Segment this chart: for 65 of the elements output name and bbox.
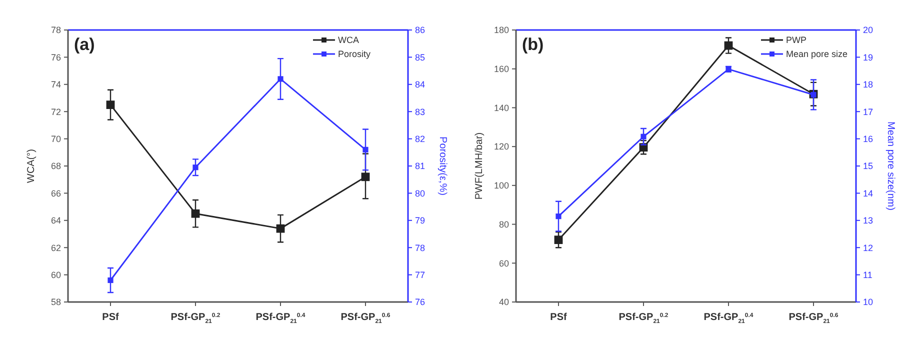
y2-tick-label: 20 <box>863 25 874 36</box>
legend-label: PWP <box>786 35 807 46</box>
y2-tick-label: 79 <box>415 216 426 226</box>
y-tick-label: 160 <box>494 64 509 74</box>
annotation: (b) <box>522 35 544 54</box>
y2-axis-title: Porosity(ε,%) <box>437 136 448 196</box>
y2-tick-label: 84 <box>415 80 426 90</box>
point <box>191 209 200 218</box>
y2-tick-label: 81 <box>415 161 426 172</box>
y2-tick-label: 10 <box>863 297 874 308</box>
point <box>640 134 646 140</box>
y2-tick-label: 15 <box>863 161 874 172</box>
y-tick-label: 120 <box>494 142 509 152</box>
y2-tick-label: 18 <box>863 80 874 90</box>
y2-tick-label: 19 <box>863 52 874 62</box>
point <box>554 236 563 244</box>
y2-tick-label: 16 <box>863 134 874 144</box>
point <box>556 214 562 220</box>
legend-label: WCA <box>338 35 359 46</box>
y-tick-label: 100 <box>494 180 509 191</box>
point <box>106 100 115 109</box>
y-axis-title: WCA(°) <box>26 149 37 183</box>
x-tick-label: PSf <box>550 312 568 323</box>
y2-tick-label: 17 <box>863 106 874 117</box>
point <box>724 41 733 50</box>
point <box>361 172 370 182</box>
y2-tick-label: 78 <box>415 242 426 253</box>
legend-label: Mean pore size <box>786 49 848 60</box>
y-tick-label: 80 <box>498 219 509 230</box>
y-tick-label: 68 <box>50 161 61 172</box>
y-tick-label: 64 <box>50 216 61 226</box>
y2-tick-label: 77 <box>415 270 426 280</box>
point <box>362 146 368 152</box>
point <box>192 164 198 170</box>
y2-tick-label: 85 <box>415 52 426 62</box>
point <box>276 224 285 233</box>
y-tick-label: 78 <box>50 25 61 36</box>
y2-tick-label: 11 <box>863 270 872 280</box>
legend-label: Porosity <box>338 49 372 60</box>
y2-axis-title: Mean pore size(nm) <box>885 122 896 210</box>
y-tick-label: 60 <box>498 258 509 268</box>
y-tick-label: 40 <box>498 297 509 308</box>
point <box>108 277 114 284</box>
y-tick-label: 60 <box>50 270 61 280</box>
x-tick-label: PSf <box>102 312 120 323</box>
y2-tick-label: 83 <box>415 106 426 117</box>
y-tick-label: 74 <box>50 80 61 90</box>
y2-tick-label: 12 <box>863 242 874 253</box>
y-tick-label: 62 <box>50 242 61 253</box>
y-tick-label: 180 <box>494 25 509 36</box>
y2-tick-label: 76 <box>415 297 426 308</box>
y-tick-label: 140 <box>494 102 509 113</box>
y-tick-label: 58 <box>50 297 61 308</box>
y-tick-label: 76 <box>50 52 61 62</box>
y2-tick-label: 14 <box>863 188 874 198</box>
y2-tick-label: 13 <box>863 216 874 226</box>
annotation: (a) <box>74 35 95 54</box>
y-tick-label: 72 <box>50 106 61 117</box>
y-tick-label: 70 <box>50 134 61 144</box>
y2-tick-label: 82 <box>415 134 426 144</box>
y-axis-title: PWF(LMH/bar) <box>474 132 485 200</box>
y2-tick-label: 86 <box>415 25 426 36</box>
point <box>278 76 284 82</box>
y2-tick-label: 80 <box>415 188 426 198</box>
y-tick-label: 66 <box>50 188 61 198</box>
